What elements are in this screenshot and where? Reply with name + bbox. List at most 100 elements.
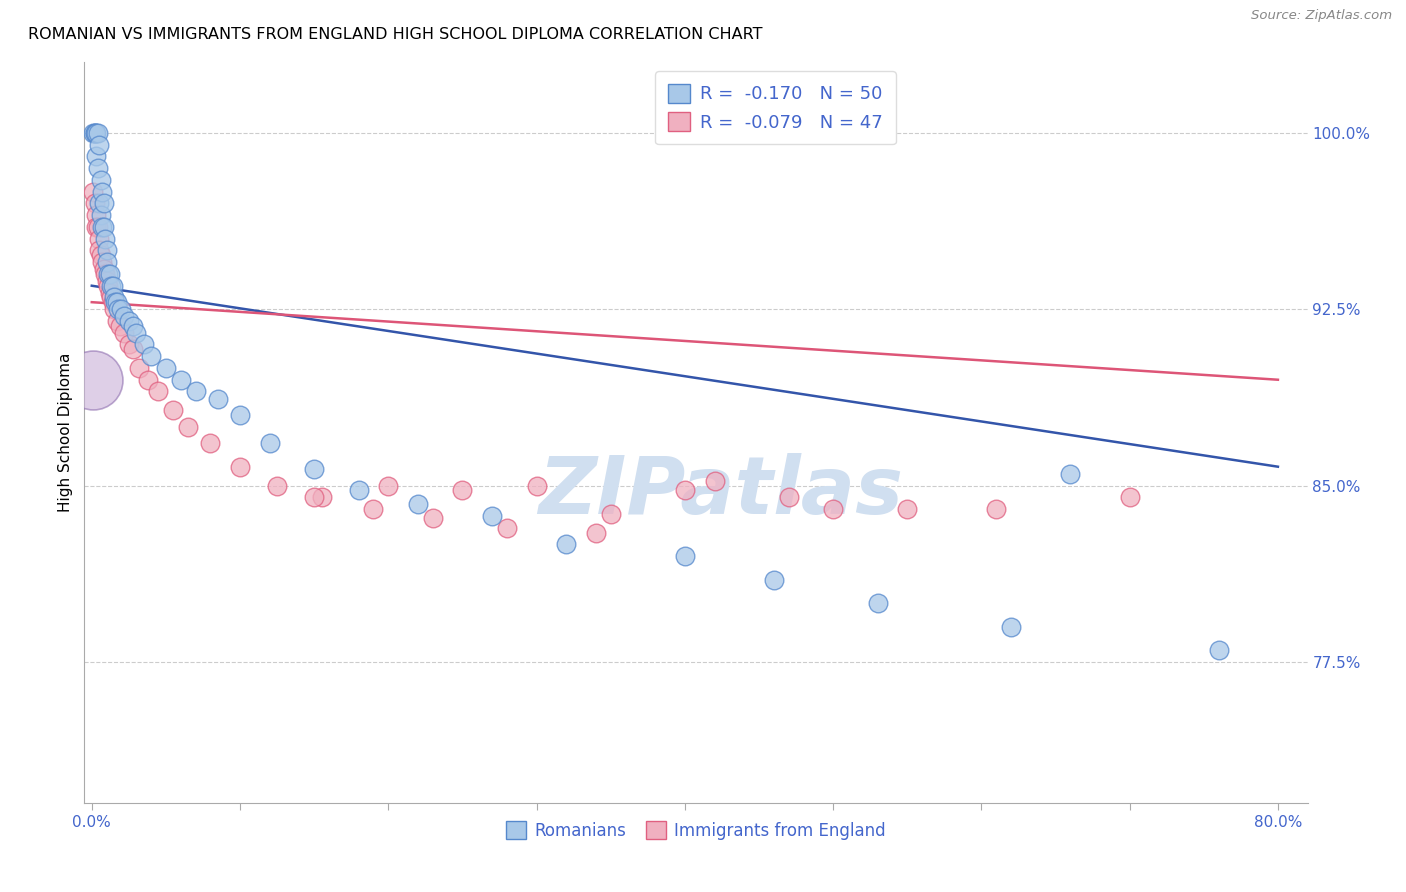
Point [84,126,107,140]
Point [132,337,155,351]
Point [103,290,125,304]
Point [84,149,107,163]
Point [89,244,111,258]
Point [363,502,385,516]
Point [311,490,333,504]
Point [1059,467,1081,481]
Point [200,436,222,450]
Point [136,373,159,387]
Legend: Romanians, Immigrants from England: Romanians, Immigrants from England [499,814,893,847]
Point [207,392,229,406]
Point [108,318,131,333]
Point [122,342,145,356]
Point [170,373,193,387]
Point [599,507,621,521]
Point [86,161,108,176]
Point [406,497,429,511]
Point [986,502,1008,516]
Point [98,267,121,281]
Point [104,295,127,310]
Point [100,278,122,293]
Point [83,126,105,140]
Point [896,502,918,516]
Point [97,278,120,293]
Point [91,255,114,269]
Point [93,219,115,234]
Point [83,196,105,211]
Point [148,384,170,399]
Point [96,255,118,269]
Point [162,403,184,417]
Point [118,314,141,328]
Point [1000,619,1022,633]
Point [377,478,399,492]
Point [96,244,118,258]
Point [112,310,135,324]
Point [555,537,578,551]
Point [184,384,207,399]
Point [778,490,800,504]
Point [259,436,281,450]
Point [89,137,111,152]
Point [82,185,104,199]
Point [82,373,104,387]
Point [673,483,696,498]
Text: ROMANIAN VS IMMIGRANTS FROM ENGLAND HIGH SCHOOL DIPLOMA CORRELATION CHART: ROMANIAN VS IMMIGRANTS FROM ENGLAND HIGH… [28,27,762,42]
Point [91,185,114,199]
Point [481,509,503,524]
Point [105,314,128,328]
Point [93,262,115,277]
Point [422,511,444,525]
Point [451,483,474,498]
Point [112,326,135,340]
Point [139,349,162,363]
Y-axis label: High School Diploma: High School Diploma [58,353,73,512]
Point [84,208,107,222]
Point [496,521,519,535]
Point [97,267,120,281]
Point [118,337,141,351]
Point [89,232,111,246]
Point [110,302,132,317]
Point [1208,643,1230,657]
Point [101,278,124,293]
Point [91,219,114,234]
Point [90,248,112,262]
Point [229,459,252,474]
Point [101,295,124,310]
Point [89,196,111,211]
Point [98,285,121,300]
Point [103,302,125,317]
Point [125,326,148,340]
Point [229,408,252,422]
Text: Source: ZipAtlas.com: Source: ZipAtlas.com [1251,9,1392,22]
Point [673,549,696,563]
Point [526,478,548,492]
Point [84,219,107,234]
Point [703,474,725,488]
Point [866,596,889,610]
Point [94,232,117,246]
Point [1118,490,1140,504]
Point [94,267,117,281]
Text: ZIPatlas: ZIPatlas [538,453,903,531]
Point [93,196,115,211]
Point [90,173,112,187]
Point [86,126,108,140]
Point [823,502,845,516]
Point [266,478,288,492]
Point [302,490,325,504]
Point [90,208,112,222]
Point [86,219,108,234]
Point [302,462,325,476]
Point [177,419,200,434]
Point [83,126,105,140]
Point [762,573,785,587]
Point [122,318,145,333]
Point [347,483,370,498]
Point [105,295,128,310]
Point [96,274,118,288]
Point [82,126,104,140]
Point [585,525,607,540]
Point [155,361,177,376]
